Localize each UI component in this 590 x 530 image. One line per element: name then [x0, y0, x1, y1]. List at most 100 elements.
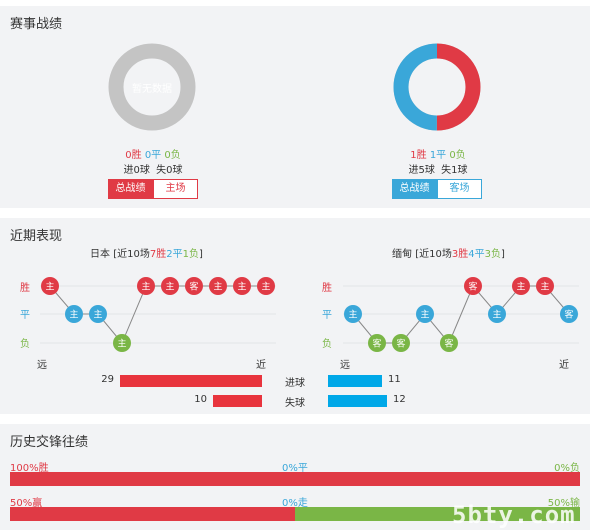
left-form-point: 主 [257, 277, 275, 295]
h2h-row1-mid-label: 0%平 [282, 463, 308, 474]
goals-against-label: 失球 [285, 398, 305, 409]
right-form-point-label: 客 [396, 338, 405, 350]
h2h-row1-segment-win [10, 472, 580, 486]
right-summary-suffix: ] [500, 249, 505, 260]
left-win-count: 0胜 [125, 150, 142, 161]
left-x-near: 近 [256, 360, 266, 371]
left-goals-for-value: 29 [101, 374, 114, 385]
left-goals-against-bar [213, 395, 262, 407]
right-summary-prefix: [近10场 [415, 249, 452, 260]
left-team-summary: 日本 [近10场7胜2平1负] [90, 245, 203, 260]
h2h-row2-bar [10, 507, 580, 521]
right-tab-away[interactable]: 客场 [437, 179, 482, 199]
left-form-point: 主 [89, 305, 107, 323]
right-goals-against-bar [328, 395, 387, 407]
no-data-label: 暂无数据 [132, 84, 172, 95]
left-form-point-marker [137, 277, 155, 295]
right-form-point-marker [464, 277, 482, 295]
left-tab-total[interactable]: 总战绩 [108, 179, 153, 199]
left-form-line [49, 285, 266, 344]
recent-title: 近期表现 [10, 229, 63, 244]
right-recent-draws: 4平 [468, 249, 485, 260]
h2h-row2-mid-label: 0%走 [282, 498, 308, 509]
right-form-point: 主 [512, 277, 530, 295]
right-y-loss: 负 [322, 339, 332, 350]
left-form-point-label: 客 [189, 281, 198, 293]
right-form-point: 客 [440, 334, 458, 352]
left-form-point-marker [41, 277, 59, 295]
right-win-count: 1胜 [410, 150, 427, 161]
left-form-point-label: 主 [69, 309, 78, 321]
left-form-point-marker [161, 277, 179, 295]
left-y-win: 胜 [20, 283, 30, 294]
left-form-point-label: 主 [93, 309, 102, 321]
empty-donut-chart [108, 43, 196, 131]
left-recent-losses: 1负 [182, 249, 199, 260]
goals-for-label: 进球 [285, 378, 305, 389]
right-form-point-label: 客 [564, 309, 573, 321]
left-form-point: 主 [209, 277, 227, 295]
watermark: 5bty.com [452, 501, 576, 529]
left-form-point: 主 [233, 277, 251, 295]
left-form-point-marker [65, 305, 83, 323]
right-goals-summary: 进5球 失1球 [408, 165, 468, 176]
right-form-point-marker [416, 305, 434, 323]
left-form-point-marker [89, 305, 107, 323]
right-form-point-marker [512, 277, 530, 295]
h2h-row2-right-label: 50%输 [547, 498, 580, 509]
right-team-summary: 缅甸 [近10场3胜4平3负] [392, 245, 505, 260]
h2h-panel: 历史交锋往绩 100%胜 0%平 0%负 50%赢 0%走 50%输 5bty.… [0, 424, 590, 530]
right-form-point-label: 客 [468, 281, 477, 293]
left-form-point-label: 主 [237, 281, 246, 293]
left-loss-count: 0负 [164, 150, 181, 161]
left-recent-draws: 2平 [166, 249, 183, 260]
right-form-point: 主 [488, 305, 506, 323]
right-x-near: 近 [559, 360, 569, 371]
right-form-point-marker [488, 305, 506, 323]
left-draw-count: 0平 [144, 150, 162, 161]
left-form-point-label: 主 [165, 281, 174, 293]
h2h-row2-segment-loss [295, 507, 580, 521]
left-tab-home[interactable]: 主场 [153, 179, 198, 199]
record-panel: 赛事战绩 暂无数据 0胜 0平 0负 进0球 失0球 总战绩 主场 1胜 1平 … [0, 6, 590, 208]
left-record-summary: 0胜 0平 0负 [110, 146, 196, 161]
left-form-point-marker [113, 334, 131, 352]
h2h-row1-left-label: 100%胜 [10, 463, 49, 474]
left-form-point-marker [209, 277, 227, 295]
right-loss-count: 0负 [449, 150, 466, 161]
left-x-far: 远 [37, 360, 47, 371]
left-form-point-label: 主 [213, 281, 222, 293]
right-recent-losses: 3负 [484, 249, 501, 260]
left-summary-prefix: [近10场 [113, 249, 150, 260]
right-tab-total[interactable]: 总战绩 [392, 179, 437, 199]
record-title: 赛事战绩 [10, 17, 63, 32]
record-donut-chart [393, 43, 481, 131]
right-x-far: 远 [340, 360, 350, 371]
right-form-line [352, 285, 570, 344]
left-summary-suffix: ] [198, 249, 203, 260]
right-form-point-marker [392, 334, 410, 352]
left-goals-for-bar [120, 375, 262, 387]
left-form-point: 主 [65, 305, 83, 323]
right-goals-for-value: 11 [388, 374, 401, 385]
right-form-point: 客 [392, 334, 410, 352]
left-form-point-label: 主 [117, 338, 126, 350]
right-form-point: 主 [344, 305, 362, 323]
right-form-point-label: 客 [372, 338, 381, 350]
donut-segment-draw [393, 43, 481, 131]
right-y-draw: 平 [322, 310, 332, 321]
left-form-point-label: 主 [45, 281, 54, 293]
right-form-point: 主 [416, 305, 434, 323]
right-goals-for-bar [328, 375, 382, 387]
left-form-point-label: 主 [261, 281, 270, 293]
right-recent-wins: 3胜 [451, 249, 469, 260]
left-goals-summary: 进0球 失0球 [123, 165, 183, 176]
left-y-loss: 负 [20, 339, 30, 350]
right-draw-count: 1平 [429, 150, 447, 161]
left-form-point-label: 主 [141, 281, 150, 293]
h2h-title: 历史交锋往绩 [10, 435, 89, 450]
h2h-row2-segment-win [10, 507, 295, 521]
left-form-point-marker [233, 277, 251, 295]
left-form-point: 客 [185, 277, 203, 295]
